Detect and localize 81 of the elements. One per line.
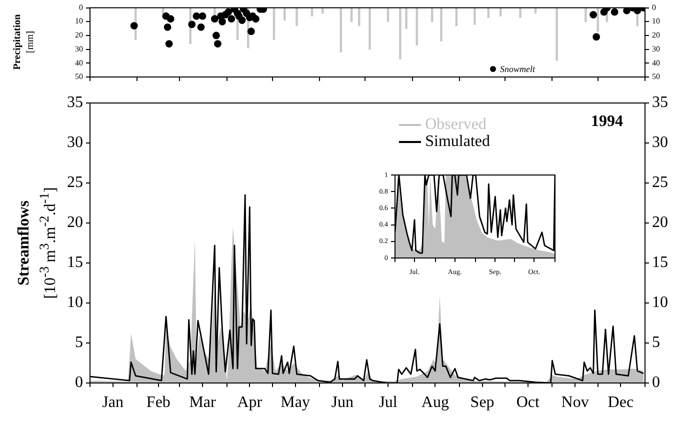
bar xyxy=(399,8,402,60)
point xyxy=(130,22,138,30)
y2-tick-label: 0 xyxy=(652,2,656,12)
point xyxy=(212,32,220,40)
y2-tick-label: 25 xyxy=(652,174,668,192)
y-tick-label: 35 xyxy=(67,94,83,112)
x-tick-label: Jun xyxy=(331,394,354,411)
point xyxy=(214,40,222,48)
y-tick-label: 40 xyxy=(75,58,83,68)
point xyxy=(165,40,173,48)
y2-tick-label: 0 xyxy=(652,374,660,392)
x-tick-label: Nov xyxy=(561,394,589,411)
y2-tick-label: 35 xyxy=(652,94,668,112)
point xyxy=(210,15,218,23)
annotation: 1994 xyxy=(591,113,623,131)
y2-tick-label: 30 xyxy=(652,44,660,54)
y-tick-label: 25 xyxy=(67,174,83,192)
x-tick-label: Aug xyxy=(421,394,449,411)
x-tick-label: Oct xyxy=(516,394,540,411)
bar xyxy=(556,8,558,61)
point xyxy=(590,11,597,18)
y-tick-label: 50 xyxy=(75,72,83,82)
point xyxy=(218,18,226,26)
bar xyxy=(296,8,298,26)
point xyxy=(623,8,630,14)
y2-tick-label: 10 xyxy=(652,16,660,26)
y-tick-label: 30 xyxy=(67,134,83,152)
point xyxy=(238,16,246,24)
y2-tick-label: 15 xyxy=(652,254,668,272)
point xyxy=(252,15,260,23)
y2-tick-label: 20 xyxy=(652,214,668,232)
point xyxy=(634,8,642,14)
y-tick-label: 5 xyxy=(75,334,83,352)
point xyxy=(164,23,172,31)
x-tick-label: May xyxy=(280,394,310,411)
y2-tick-label: 40 xyxy=(652,58,660,68)
bar xyxy=(405,8,408,29)
y2-tick-label: 50 xyxy=(652,72,660,82)
y2-tick-label: 30 xyxy=(652,134,668,152)
x-tick-label: Feb xyxy=(146,394,170,411)
y2-tick-label: 10 xyxy=(652,294,668,312)
bar xyxy=(430,8,434,22)
y-tick-label: 10 xyxy=(75,16,83,26)
y-tick-label: 0 xyxy=(75,374,83,392)
bar xyxy=(474,8,476,25)
legend-label: Simulated xyxy=(425,132,490,151)
y2-tick-label: 20 xyxy=(652,30,660,40)
point xyxy=(592,33,600,41)
point xyxy=(197,23,205,31)
bar xyxy=(368,8,371,50)
point xyxy=(192,12,200,20)
x-tick-label: Dec xyxy=(608,394,634,411)
y-tick-label: 20 xyxy=(67,214,83,232)
legend-label: Observed xyxy=(425,116,486,134)
bar xyxy=(358,8,360,26)
y2-tick-label: 5 xyxy=(652,334,660,352)
bar xyxy=(284,8,286,21)
bar xyxy=(596,8,599,32)
point xyxy=(224,8,232,16)
point xyxy=(610,8,618,16)
x-tick-label: Jan xyxy=(102,394,124,411)
x-tick-label: Jul xyxy=(378,394,398,411)
bar xyxy=(519,8,522,18)
y-tick-label: 30 xyxy=(75,44,83,54)
y-tick-label: 0 xyxy=(79,2,83,12)
bar xyxy=(322,8,324,14)
legend-label: Snowmelt xyxy=(500,64,535,74)
point xyxy=(228,15,236,23)
x-tick-label: Apr xyxy=(237,394,263,411)
bar xyxy=(584,8,587,22)
point xyxy=(166,15,174,23)
point xyxy=(247,28,255,36)
point xyxy=(198,12,206,20)
y-tick-label: 15 xyxy=(67,254,83,272)
y-axis-title: Precipitation [mm] xyxy=(11,14,37,70)
y-tick-label: 10 xyxy=(67,294,83,312)
x-tick-label: Mar xyxy=(189,394,217,411)
point xyxy=(188,20,196,28)
bar xyxy=(440,8,442,42)
y-tick-label: 20 xyxy=(75,30,83,40)
x-tick-label: Sep xyxy=(470,394,494,411)
